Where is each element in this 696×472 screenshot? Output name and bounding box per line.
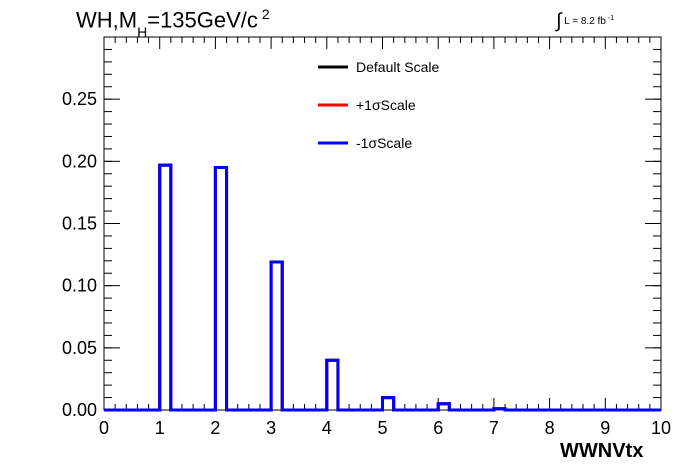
- y-axis-ticks: 0.00 0.05 0.10 0.15 0.20 0.25: [62, 36, 661, 420]
- x-tick-label: 0: [99, 418, 109, 438]
- histogram-series: [104, 163, 661, 412]
- histogram-series-line: [104, 163, 661, 412]
- x-tick-label: 7: [489, 418, 499, 438]
- y-tick-label: 0.25: [62, 89, 97, 109]
- legend-label: +1σScale: [356, 97, 416, 113]
- x-tick-label: 8: [545, 418, 555, 438]
- luminosity-text: L = 8.2 fb: [564, 16, 606, 28]
- luminosity-superscript: -1: [607, 14, 615, 22]
- title-superscript: 2: [261, 6, 270, 22]
- x-tick-label: 3: [266, 418, 276, 438]
- x-tick-label: 9: [600, 418, 610, 438]
- legend: Default Scale +1σScale -1σScale: [318, 59, 439, 151]
- y-tick-label: 0.05: [62, 338, 97, 358]
- integral-symbol: ∫: [556, 10, 562, 32]
- x-tick-label: 1: [155, 418, 165, 438]
- x-tick-label: 5: [377, 418, 387, 438]
- y-tick-label: 0.20: [62, 151, 97, 171]
- x-tick-label: 6: [433, 418, 443, 438]
- y-tick-label: 0.10: [62, 276, 97, 296]
- y-tick-label: 0.15: [62, 214, 97, 234]
- plot-frame: [103, 36, 662, 411]
- x-tick-label: 2: [210, 418, 220, 438]
- x-tick-label: 10: [651, 418, 671, 438]
- x-axis-label: WWNVtx: [560, 440, 644, 462]
- x-tick-label: 4: [322, 418, 332, 438]
- luminosity-label: ∫ L = 8.2 fb -1: [556, 10, 614, 33]
- histogram-series-line: [104, 163, 661, 412]
- title-rest-text: =135GeV/c: [147, 7, 258, 33]
- legend-label: -1σScale: [356, 135, 412, 151]
- legend-label: Default Scale: [356, 59, 439, 75]
- histogram-series-line: [104, 163, 661, 412]
- chart-title: WH,MH=135GeV/c 2: [76, 6, 270, 40]
- title-main-text: WH,M: [76, 7, 138, 33]
- title-subscript: H: [137, 23, 148, 40]
- y-tick-label: 0.00: [62, 400, 97, 420]
